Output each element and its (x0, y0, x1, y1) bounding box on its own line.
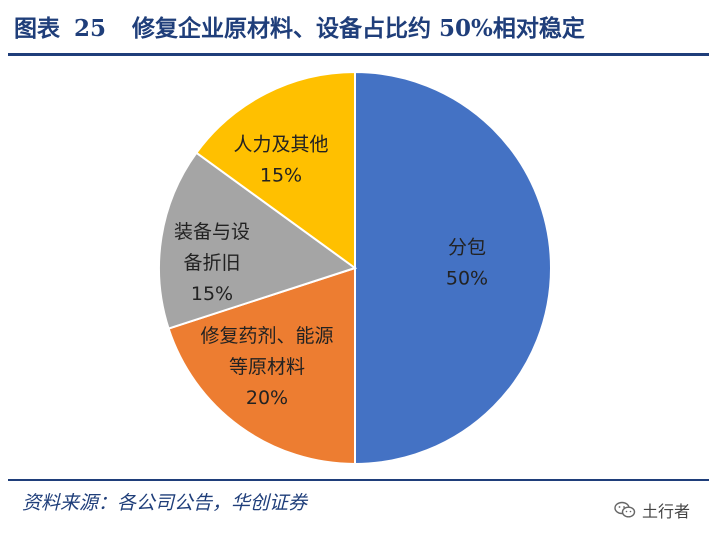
slice-category-label: 修复药剂、能源 (200, 325, 333, 347)
slice-category-label: 备折旧 (183, 252, 240, 274)
title-rule (8, 53, 709, 56)
footer-rule (8, 479, 709, 481)
pie-slice-1 (354, 70, 552, 466)
watermark-text: 土行者 (642, 502, 691, 521)
slice-value-label: 20% (246, 387, 288, 409)
figure-title: 图表 25 修复企业原材料、设备占比约 50%相对稳定 (14, 13, 585, 45)
pie-slice-3 (158, 151, 358, 330)
figure-title-text: 修复企业原材料、设备占比约 50%相对稳定 (132, 15, 585, 42)
figure-number: 25 (74, 15, 107, 42)
pie-slice-4 (195, 70, 356, 270)
slice-value-label: 15% (260, 165, 302, 187)
source-note: 资料来源：各公司公告，华创证券 (22, 492, 308, 514)
slice-value-label: 15% (191, 283, 233, 305)
slice-category-label: 装备与设 (174, 221, 250, 243)
figure-label: 图表 (14, 15, 60, 42)
slice-label-3: 装备与设备折旧 15% (174, 221, 250, 305)
slice-label-1: 分包 50% (446, 237, 488, 290)
pie-slice-2 (167, 266, 356, 466)
slice-category-label: 分包 (448, 237, 486, 259)
slice-label-4: 人力及其他 15% (233, 134, 328, 187)
slice-category-label: 人力及其他 (233, 134, 328, 156)
slice-value-label: 50% (446, 268, 488, 290)
wechat-icon (614, 501, 636, 518)
slice-label-2: 修复药剂、能源等原材料 20% (200, 325, 333, 409)
slice-category-label: 等原材料 (229, 356, 305, 378)
watermark: 土行者 (614, 500, 691, 521)
